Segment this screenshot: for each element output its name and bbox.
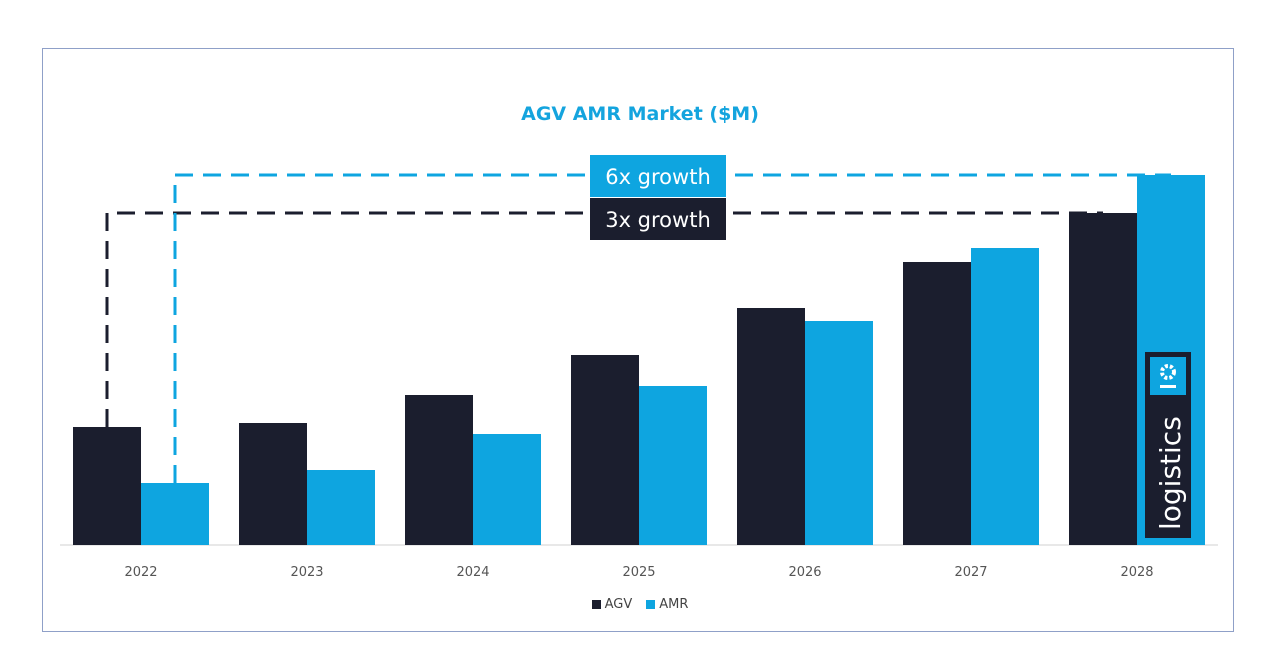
gear-icon [1160, 364, 1176, 380]
legend-label: AMR [659, 597, 689, 612]
growth-label-box [590, 198, 726, 240]
legend-label: AGV [604, 597, 633, 612]
bar-agv-2027 [903, 262, 971, 545]
x-tick-label: 2026 [788, 565, 821, 580]
bar-agv-2028 [1069, 213, 1137, 545]
bar-amr-2023 [307, 470, 375, 545]
legend-item-amr: AMR [646, 597, 688, 612]
legend-item-agv: AGV [591, 597, 633, 612]
x-tick-label: 2025 [622, 565, 655, 580]
growth-label-box [590, 155, 726, 197]
bar-amr-2027 [971, 248, 1039, 545]
logo-bar [1160, 385, 1176, 388]
x-tick-label: 2028 [1120, 565, 1153, 580]
legend-swatch [591, 600, 601, 609]
bar-agv-2026 [737, 308, 805, 545]
logo-icon-box [1150, 357, 1186, 395]
growth-label: 3x growth [605, 208, 711, 232]
bar-amr-2025 [639, 386, 707, 545]
growth-line-agv [105, 211, 1103, 427]
bar-agv-2022 [73, 427, 141, 545]
bar-amr-2026 [805, 321, 873, 545]
bar-amr-2024 [473, 434, 541, 545]
x-tick-label: 2024 [456, 565, 489, 580]
legend-swatch [646, 600, 656, 609]
chart-frame [42, 48, 1234, 632]
bar-agv-2024 [405, 395, 473, 545]
chart-title: AGV AMR Market ($M) [521, 103, 759, 125]
bar-agv-2025 [571, 355, 639, 545]
growth-line-amr [173, 173, 1171, 483]
x-tick-label: 2027 [954, 565, 987, 580]
growth-label: 6x growth [605, 165, 711, 189]
bar-amr-2022 [141, 483, 209, 545]
x-tick-label: 2023 [290, 565, 323, 580]
bar-agv-2023 [239, 423, 307, 545]
x-tick-label: 2022 [124, 565, 157, 580]
legend: AGV AMR [0, 597, 1280, 612]
logo-text: logistics [1154, 416, 1187, 530]
